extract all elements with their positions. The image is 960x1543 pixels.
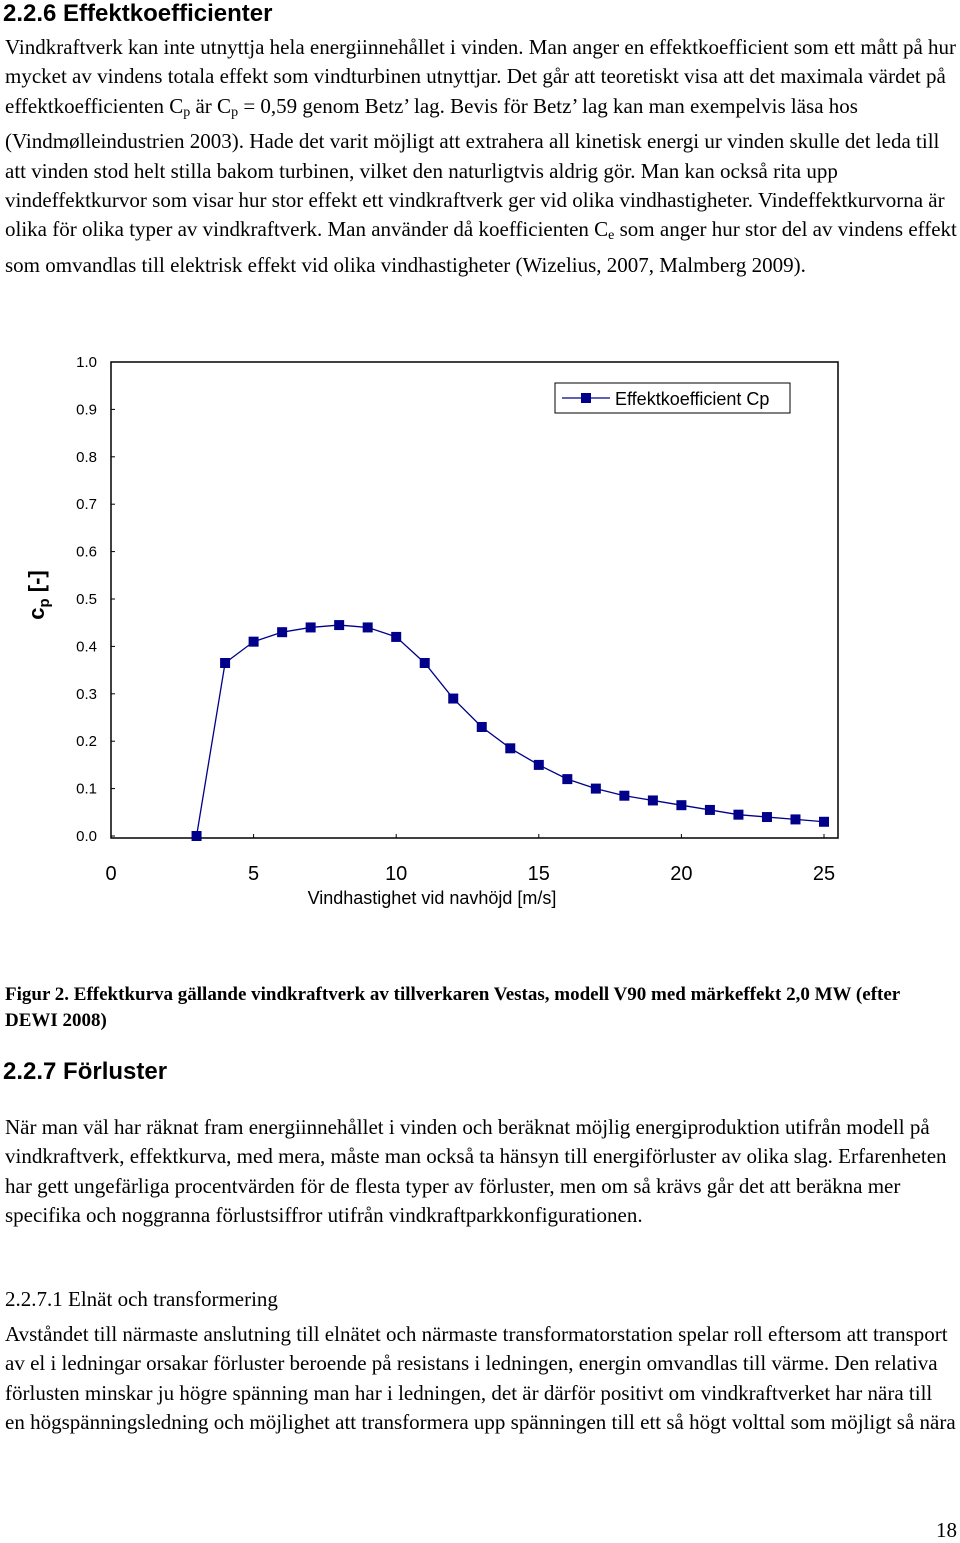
x-axis-label: Vindhastighet vid navhöjd [m/s] (308, 888, 557, 908)
subscript: p (231, 104, 239, 120)
subheading: 2.2.7.1 Elnät och transformering (5, 1287, 278, 1311)
data-point (334, 620, 345, 631)
y-tick-label: 0.9 (76, 401, 97, 418)
subscript: p (183, 104, 191, 120)
data-point (590, 783, 601, 794)
data-point (505, 743, 516, 754)
x-tick-label: 5 (248, 863, 259, 885)
data-point (362, 622, 373, 633)
legend-marker (581, 393, 591, 403)
data-point (533, 759, 544, 770)
data-point (419, 657, 430, 668)
y-axis-label-part: c (24, 608, 49, 620)
y-tick-label: 0.0 (76, 828, 97, 845)
plot-frame (110, 361, 839, 839)
y-tick-label: 0.6 (76, 544, 97, 561)
data-point (191, 831, 202, 841)
text: är C (190, 93, 232, 118)
y-tick-label: 0.5 (76, 591, 97, 608)
x-tick-label: 0 (105, 863, 116, 885)
data-point (761, 812, 772, 823)
data-point (819, 816, 829, 827)
data-point (448, 693, 459, 704)
y-tick-label: 0.4 (76, 638, 97, 655)
data-point (248, 636, 259, 647)
y-tick-label: 0.3 (76, 686, 97, 703)
paragraph: När man väl har räknat fram energiinnehå… (5, 1115, 947, 1228)
legend: Effektkoefficient Cp (554, 382, 791, 414)
subscript: e (608, 228, 615, 244)
chart: Effektkoefficient Cp 0.0 0.1 0.2 0.3 0.4 0.5 0… (24, 354, 839, 908)
data-point (391, 631, 402, 642)
heading: 2.2.6 Effektkoefficienter (3, 0, 273, 27)
x-tick-label: 25 (813, 863, 835, 885)
y-tick-label: 0.1 (76, 781, 97, 798)
data-point (790, 814, 801, 825)
x-tick-label: 10 (385, 863, 407, 885)
y-axis-label-part: p (36, 598, 53, 607)
y-axis-label: cp [-] (24, 570, 53, 620)
y-tick-label: 0.7 (76, 496, 97, 513)
text: som anger hur stor del av vindens effekt… (5, 217, 957, 277)
x-tick-label: 20 (670, 863, 692, 885)
x-tick-label: 15 (528, 863, 550, 885)
legend-label: Effektkoefficient Cp (615, 389, 769, 409)
data-point (647, 795, 658, 806)
data-point (277, 627, 288, 638)
text: = 0,59 genom Betz’ lag. Bevis för Betz’ … (5, 93, 945, 242)
data-point (704, 804, 715, 815)
heading: 2.2.7 Förluster (3, 1058, 168, 1085)
y-axis-label-part: [-] (24, 570, 49, 598)
caption: Figur 2. Effektkurva gällande vindkraftv… (5, 984, 900, 1031)
data-point (476, 721, 487, 732)
data-point (562, 774, 573, 785)
data-point (676, 800, 687, 811)
paragraph: Vindkraftverk kan inte utnyttja hela ene… (5, 33, 957, 280)
data-point (733, 809, 744, 820)
data-point (305, 622, 316, 633)
y-tick-label: 0.8 (76, 449, 97, 466)
y-tick-label: 0.2 (76, 733, 97, 750)
text: Vindkraftverk kan inte utnyttja hela ene… (5, 35, 957, 118)
page-number: 18 (936, 1518, 957, 1542)
data-point (220, 657, 231, 668)
data-point (619, 790, 630, 801)
y-tick-label: 1.0 (76, 354, 97, 371)
paragraph: Avståndet till närmaste anslutning till … (5, 1322, 956, 1435)
